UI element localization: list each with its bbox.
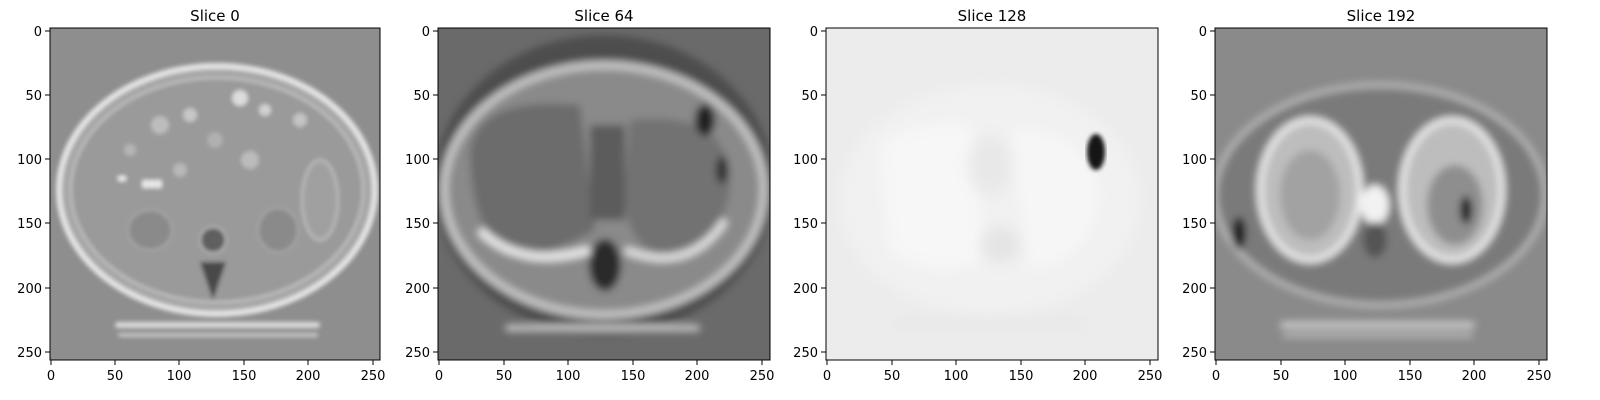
x-tick-label: 200 <box>296 369 321 384</box>
x-tick-label: 100 <box>944 369 969 384</box>
y-tick-label: 50 <box>1190 89 1207 104</box>
x-tick-label: 250 <box>361 369 386 384</box>
x-tick-label: 200 <box>685 369 710 384</box>
y-tick-label: 200 <box>793 282 818 297</box>
x-axis: 0 50 100 150 200 250 <box>435 360 775 384</box>
axes-frame <box>49 27 381 361</box>
x-tick-label: 250 <box>1138 369 1163 384</box>
y-tick-label: 150 <box>793 217 818 232</box>
y-tick-label: 100 <box>17 153 42 168</box>
axes-frame <box>1214 27 1548 361</box>
x-tick-label: 100 <box>167 369 192 384</box>
x-axis: 0 50 100 150 200 250 <box>47 360 386 384</box>
x-tick-label: 150 <box>1009 369 1034 384</box>
x-tick-label: 50 <box>107 369 124 384</box>
x-tick-label: 50 <box>1273 369 1290 384</box>
x-axis: 0 50 100 150 200 250 <box>823 360 1163 384</box>
x-tick-label: 50 <box>884 369 901 384</box>
ct-image-slice-128 <box>826 28 1158 360</box>
y-tick-label: 200 <box>17 282 42 297</box>
y-tick-label: 150 <box>1182 217 1207 232</box>
panel-slice-128: Slice 128 0 50 <box>793 7 1162 384</box>
y-tick-label: 100 <box>405 153 430 168</box>
panel-title: Slice 64 <box>574 7 633 25</box>
panel-title: Slice 0 <box>190 7 240 25</box>
y-axis: 0 50 100 150 200 250 <box>1182 25 1215 361</box>
y-tick-label: 100 <box>1182 153 1207 168</box>
y-tick-label: 250 <box>793 346 818 361</box>
panel-slice-0: Slice 0 <box>17 7 385 384</box>
panel-slice-64: Slice 64 <box>405 7 774 384</box>
y-axis: 0 50 100 150 200 250 <box>793 25 826 361</box>
ct-image-slice-64 <box>438 28 770 360</box>
x-tick-label: 200 <box>1073 369 1098 384</box>
y-tick-label: 0 <box>1199 25 1207 40</box>
y-tick-label: 0 <box>34 25 42 40</box>
x-tick-label: 150 <box>621 369 646 384</box>
panel-title: Slice 192 <box>1347 7 1416 25</box>
x-tick-label: 0 <box>435 369 443 384</box>
ct-image-slice-0 <box>50 28 380 360</box>
x-tick-label: 100 <box>1333 369 1358 384</box>
x-tick-label: 250 <box>1527 369 1552 384</box>
y-tick-label: 100 <box>793 153 818 168</box>
x-tick-label: 0 <box>47 369 55 384</box>
x-axis: 0 50 100 150 200 250 <box>1212 360 1552 384</box>
y-tick-label: 250 <box>17 346 42 361</box>
x-tick-label: 250 <box>750 369 775 384</box>
y-tick-label: 150 <box>405 217 430 232</box>
y-tick-label: 50 <box>413 89 430 104</box>
y-tick-label: 0 <box>810 25 818 40</box>
x-tick-label: 100 <box>556 369 581 384</box>
panel-title: Slice 128 <box>958 7 1027 25</box>
y-tick-label: 150 <box>17 217 42 232</box>
y-tick-label: 250 <box>405 346 430 361</box>
x-tick-label: 0 <box>1212 369 1220 384</box>
x-tick-label: 150 <box>232 369 257 384</box>
x-tick-label: 200 <box>1462 369 1487 384</box>
panel-slice-192: Slice 192 <box>1182 7 1551 384</box>
axes-frame <box>825 27 1159 361</box>
x-tick-label: 50 <box>496 369 513 384</box>
x-tick-label: 150 <box>1398 369 1423 384</box>
y-tick-label: 50 <box>25 89 42 104</box>
axes-frame <box>437 27 771 361</box>
y-tick-label: 200 <box>405 282 430 297</box>
y-axis: 0 50 100 150 200 250 <box>405 25 438 361</box>
ct-image-slice-192 <box>1215 28 1547 360</box>
y-tick-label: 250 <box>1182 346 1207 361</box>
y-axis: 0 50 100 150 200 250 <box>17 25 50 361</box>
y-tick-label: 200 <box>1182 282 1207 297</box>
y-tick-label: 50 <box>801 89 818 104</box>
y-tick-label: 0 <box>422 25 430 40</box>
x-tick-label: 0 <box>823 369 831 384</box>
